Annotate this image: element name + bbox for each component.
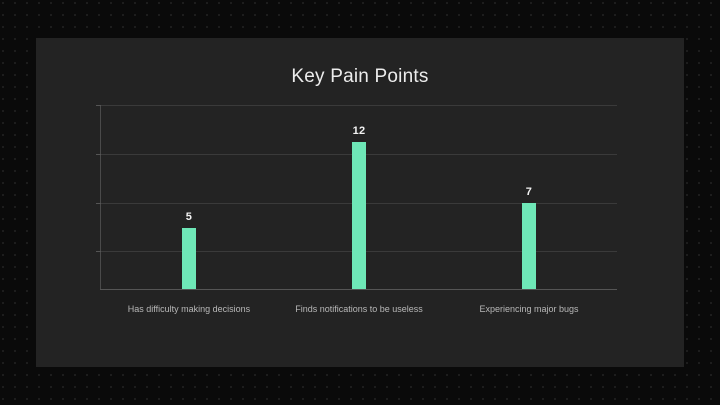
bar-has-difficulty-making-decisions[interactable] <box>182 228 196 289</box>
y-tick-4 <box>96 251 101 252</box>
y-tick-top <box>96 105 101 106</box>
y-tick-2 <box>96 154 101 155</box>
x-label-1: Finds notifications to be useless <box>295 304 423 314</box>
gridline-top <box>100 105 617 106</box>
y-axis-line <box>100 105 101 290</box>
x-axis-category-labels: Has difficulty making decisions Finds no… <box>100 290 617 320</box>
bar-experiencing-major-bugs[interactable] <box>522 203 536 289</box>
bar-value-1: 12 <box>352 125 366 137</box>
bar-finds-notifications-to-be-useless[interactable] <box>352 142 366 289</box>
bar-value-2: 7 <box>525 186 533 198</box>
x-axis-line <box>100 289 617 290</box>
chart-title: Key Pain Points <box>291 66 429 87</box>
bar-value-0: 5 <box>185 211 193 223</box>
slide-card: Key Pain Points 5 12 7 Has difficulty ma… <box>36 38 684 367</box>
y-tick-3 <box>96 203 101 204</box>
x-label-0: Has difficulty making decisions <box>127 304 251 314</box>
x-label-2: Experiencing major bugs <box>479 304 579 314</box>
chart-plot-area: 5 12 7 <box>96 105 617 290</box>
